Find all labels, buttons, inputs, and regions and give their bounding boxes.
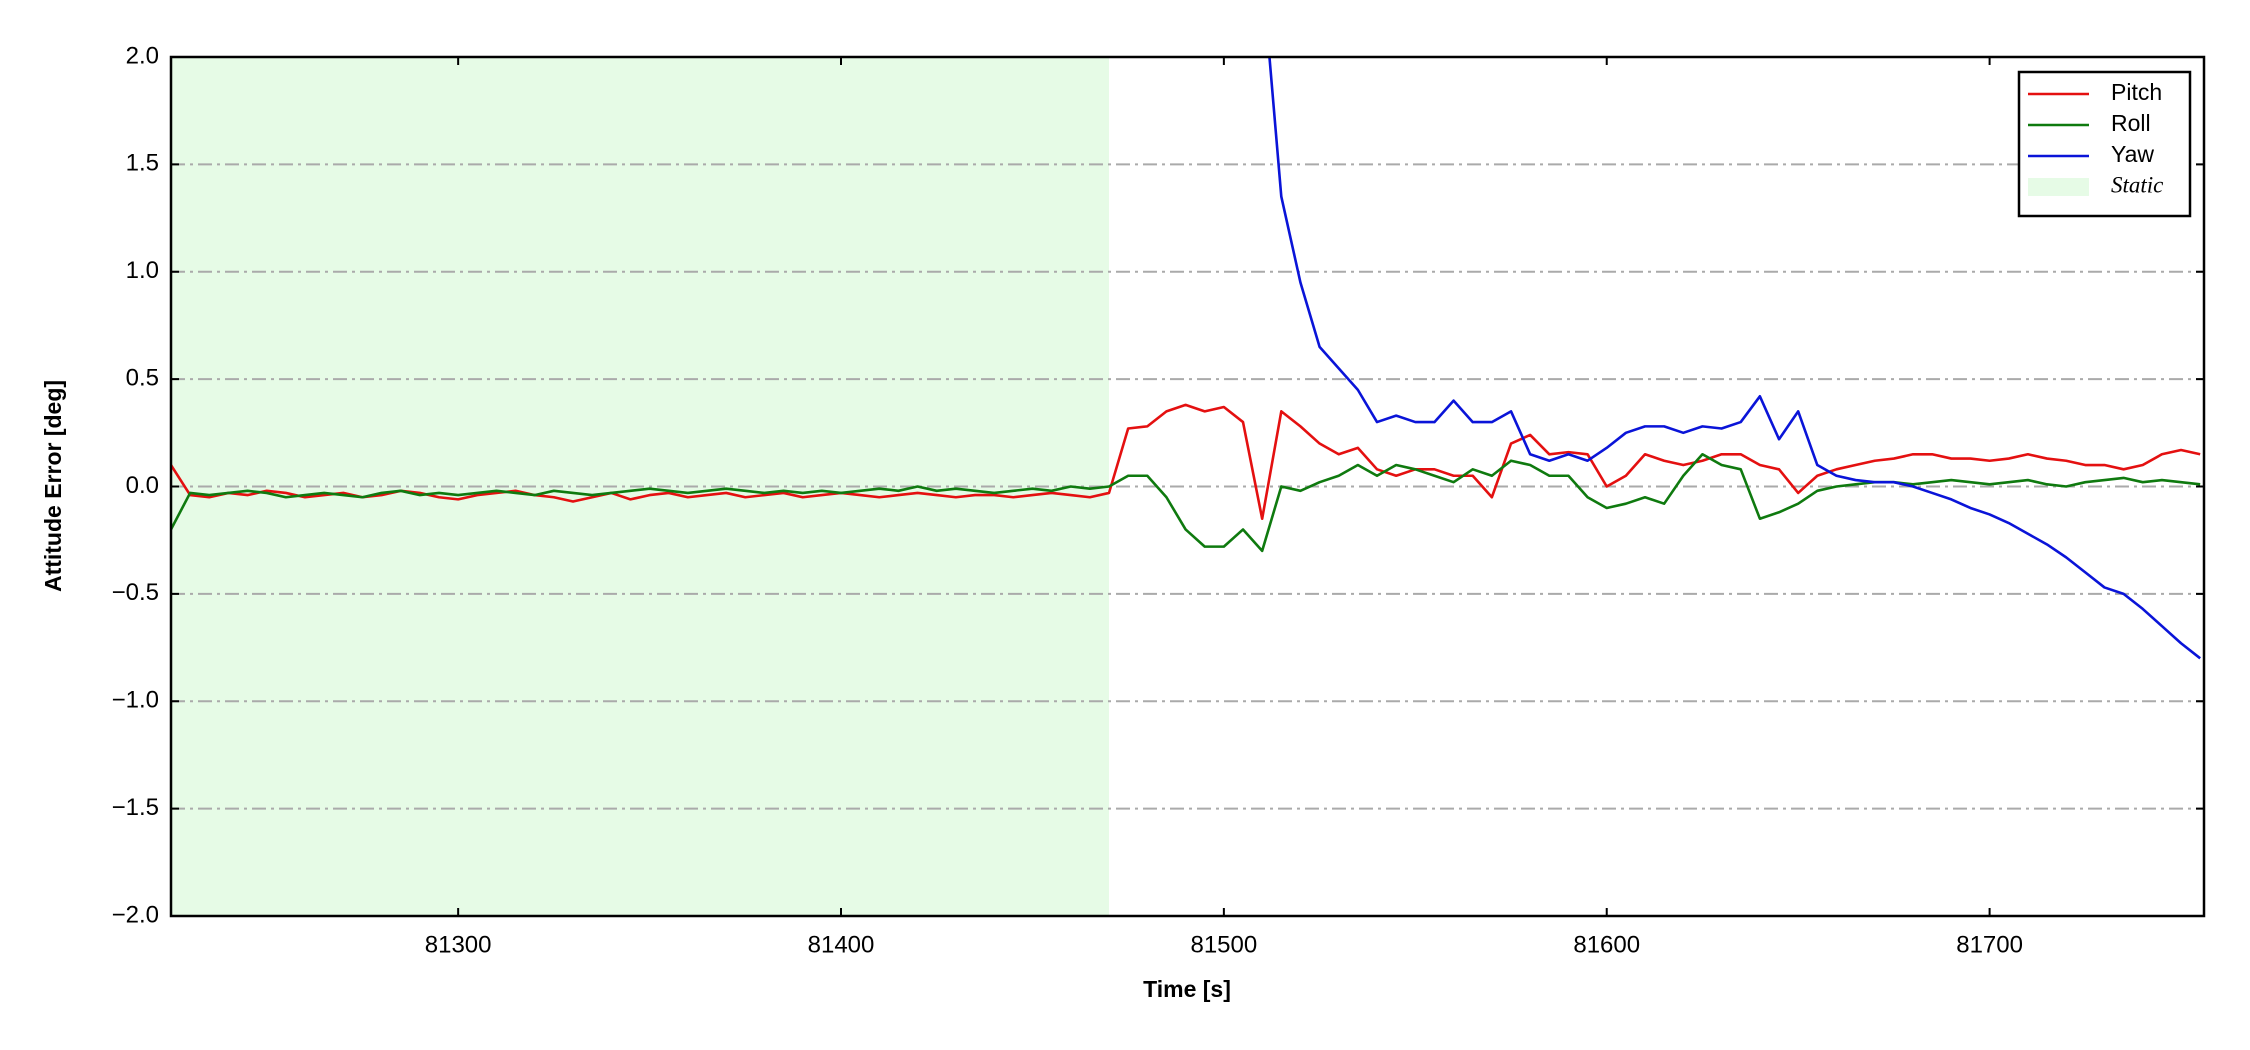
legend-label: Roll <box>2111 110 2151 136</box>
series-line <box>171 452 2201 553</box>
x-tick-label: 81400 <box>808 931 875 958</box>
legend-swatch <box>2028 178 2089 196</box>
x-tick-label: 81700 <box>1956 931 2023 958</box>
y-tick-label: 0.0 <box>126 472 159 499</box>
legend-label: Static <box>2111 172 2163 197</box>
legend-label: Pitch <box>2111 79 2162 105</box>
legend: Pitch Roll Yaw Static <box>2017 70 2192 218</box>
y-axis-label: Attitude Error [deg] <box>40 380 66 592</box>
y-tick-label: −2.0 <box>112 901 159 928</box>
y-tick-label: 1.0 <box>126 257 159 284</box>
x-tick-label: 81300 <box>425 931 492 958</box>
y-tick-label: −0.5 <box>112 579 159 606</box>
x-axis-label: Time [s] <box>1143 976 1231 1002</box>
series-line <box>1268 57 2201 660</box>
y-tick-label: −1.0 <box>112 687 159 714</box>
x-tick-label: 81600 <box>1573 931 1640 958</box>
y-tick-label: 0.5 <box>126 364 159 391</box>
y-tick-label: 2.0 <box>126 42 159 69</box>
y-tick-label: −1.5 <box>112 794 159 821</box>
x-tick-label: 81500 <box>1190 931 1257 958</box>
ticks: −2.0 −1.5 −1.0 −0.5 0.0 0.5 1.0 1.5 2.0 81300 8140… <box>112 42 2204 958</box>
plot-lines <box>171 57 2201 660</box>
y-tick-label: 1.5 <box>126 150 159 177</box>
legend-label: Yaw <box>2111 141 2154 167</box>
